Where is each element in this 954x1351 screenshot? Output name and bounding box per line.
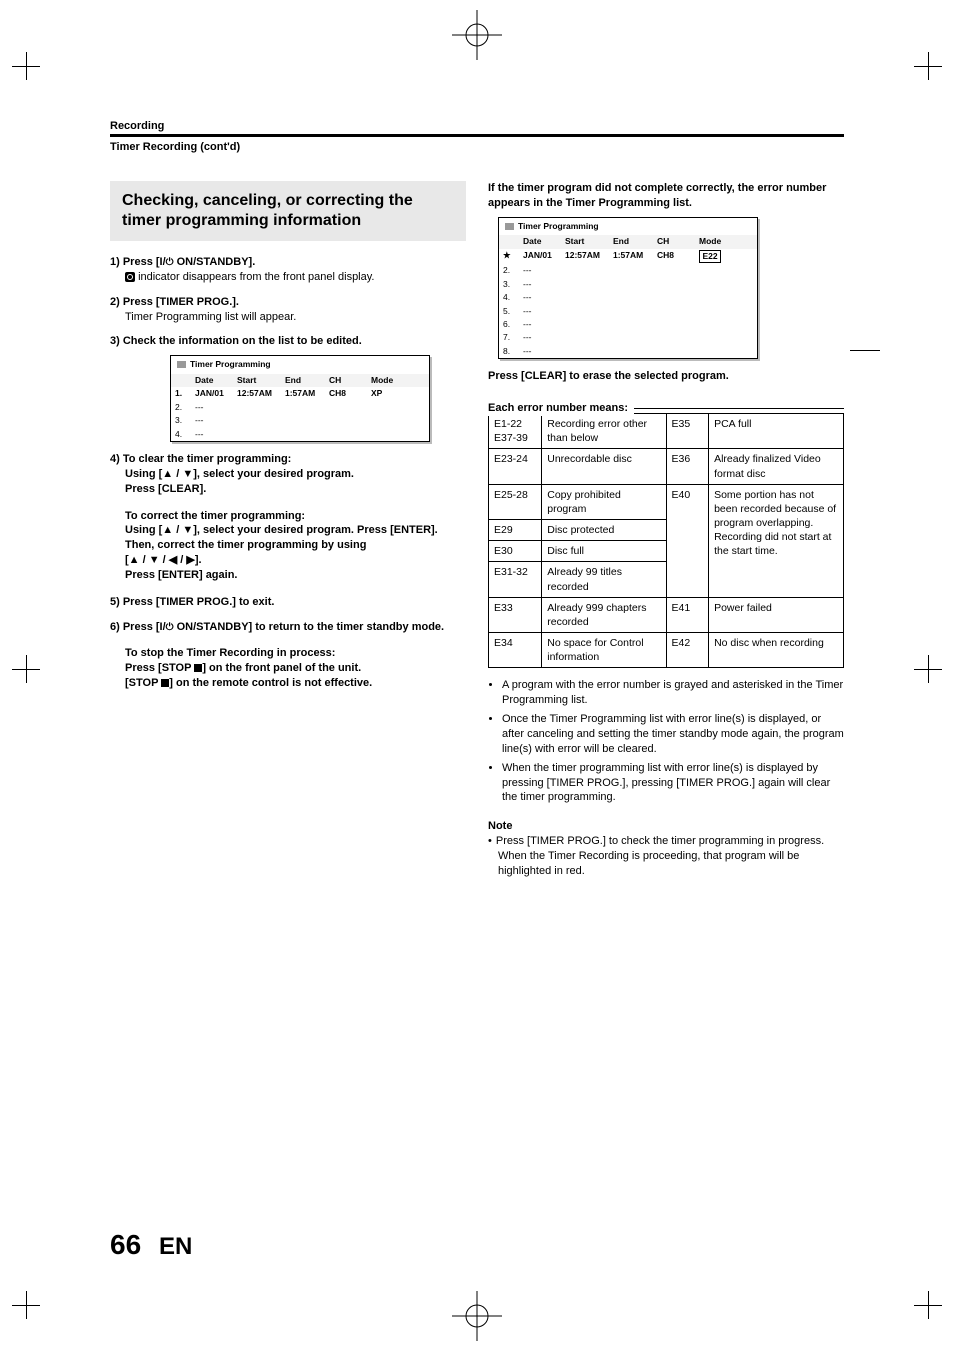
- step-6-head: 6) Press [I/ ON/STANDBY] to return to th…: [110, 620, 466, 635]
- table-row: 5.---: [499, 305, 757, 318]
- table-row: 3.---: [499, 278, 757, 291]
- table-row: E34No space for Control information E42N…: [489, 633, 844, 668]
- col-mode: Mode: [699, 236, 749, 247]
- table-row: 4.---: [171, 428, 429, 441]
- step-4-b2: Press [CLEAR].: [125, 482, 466, 497]
- error-table: E1-22E37-39 Recording error other than b…: [488, 413, 844, 668]
- table-row: 3.---: [171, 414, 429, 427]
- left-column: Checking, canceling, or correcting the t…: [110, 181, 466, 879]
- page-number: 66 EN: [110, 1229, 192, 1261]
- step-1-head: 1) Press [I/ ON/STANDBY].: [110, 255, 466, 270]
- step-3-head: 3) Check the information on the list to …: [110, 334, 466, 349]
- stop-b1: Press [STOP ] on the front panel of the …: [125, 661, 466, 676]
- crop-mark: [914, 1291, 942, 1319]
- step-2-body: Timer Programming list will appear.: [125, 310, 466, 325]
- crop-mark: [914, 52, 942, 80]
- table-row: 1.JAN/0112:57AM1:57AMCH8XP: [171, 387, 429, 400]
- error-fieldset: Each error number means: E1-22E37-39 Rec…: [488, 394, 844, 668]
- note-item: When the Timer Recording is proceeding, …: [498, 849, 844, 879]
- timer-table-a: Timer Programming Date Start End CH Mode…: [170, 355, 430, 442]
- power-icon: [166, 621, 174, 633]
- note-item: •Press [TIMER PROG.] to check the timer …: [488, 834, 844, 849]
- table-row: ★JAN/0112:57AM1:57AMCH8E22: [499, 249, 757, 264]
- step-4-b1: Using [▲ / ▼], select your desired progr…: [125, 467, 466, 482]
- table-row: 2.---: [499, 264, 757, 277]
- page-number-value: 66: [110, 1229, 141, 1260]
- list-icon: [177, 361, 186, 368]
- right-column: If the timer program did not complete co…: [488, 181, 844, 879]
- step-4-c3: [▲ / ▼ / ◀ / ▶].: [125, 553, 466, 568]
- list-item: When the timer programming list with err…: [502, 761, 844, 806]
- table-header-row: Date Start End CH Mode: [171, 374, 429, 387]
- table-row: E25-28Copy prohibited program E40 Some p…: [489, 484, 844, 519]
- col-start: Start: [565, 236, 611, 247]
- note-text: When the Timer Recording is proceeding, …: [498, 849, 844, 879]
- table-row: E1-22E37-39 Recording error other than b…: [489, 414, 844, 449]
- error-legend: Each error number means:: [488, 401, 634, 416]
- table-header-row: Date Start End CH Mode: [499, 235, 757, 248]
- step-4-c2: Then, correct the timer programming by u…: [125, 538, 466, 553]
- timer-table-title: Timer Programming: [190, 359, 271, 370]
- step-4-c4: Press [ENTER] again.: [125, 568, 466, 583]
- running-header: Recording: [110, 120, 844, 132]
- crop-mark: [12, 655, 40, 683]
- table-row: 8.---: [499, 345, 757, 358]
- divider: [110, 134, 844, 137]
- registration-mark-top: [452, 10, 502, 60]
- right-after-table: Press [CLEAR] to erase the selected prog…: [488, 369, 844, 384]
- col-ch: CH: [329, 375, 369, 386]
- col-ch: CH: [657, 236, 697, 247]
- list-item: Once the Timer Programming list with err…: [502, 712, 844, 757]
- crop-mark: [914, 655, 942, 683]
- step-4-c1: Using [▲ / ▼], select your desired progr…: [125, 523, 466, 538]
- table-row: E33Already 999 chapters recorded E41Powe…: [489, 597, 844, 632]
- indicator-icon: [125, 272, 135, 282]
- page-lang: EN: [159, 1233, 192, 1260]
- power-icon: [166, 256, 174, 268]
- stop-head: To stop the Timer Recording in process:: [125, 646, 466, 661]
- col-date: Date: [523, 236, 563, 247]
- stop-icon: [161, 679, 169, 687]
- col-date: Date: [195, 375, 235, 386]
- table-row: 4.---: [499, 291, 757, 304]
- table-row: E23-24Unrecordable disc E36Already final…: [489, 449, 844, 484]
- note-text: Press [TIMER PROG.] to check the timer p…: [496, 834, 824, 849]
- stop-b2: [STOP ] on the remote control is not eff…: [125, 676, 466, 691]
- sub-header: Timer Recording (cont'd): [110, 141, 844, 153]
- title-box: Checking, canceling, or correcting the t…: [110, 181, 466, 241]
- note-head: Note: [488, 819, 844, 834]
- step-1-body: indicator disappears from the front pane…: [125, 270, 466, 285]
- col-start: Start: [237, 375, 283, 386]
- timer-table-b: Timer Programming Date Start End CH Mode…: [498, 217, 758, 360]
- crop-mark: [12, 1291, 40, 1319]
- right-intro: If the timer program did not complete co…: [488, 181, 844, 211]
- step-4-correct-head: To correct the timer programming:: [125, 509, 466, 524]
- step-2-head: 2) Press [TIMER PROG.].: [110, 295, 466, 310]
- bullets-list: A program with the error number is graye…: [502, 678, 844, 805]
- list-icon: [505, 223, 514, 230]
- step-5-head: 5) Press [TIMER PROG.] to exit.: [110, 595, 466, 610]
- crop-mark: [12, 52, 40, 80]
- col-end: End: [613, 236, 655, 247]
- step-4-head: 4) To clear the timer programming:: [110, 452, 466, 467]
- list-item: A program with the error number is graye…: [502, 678, 844, 708]
- stop-icon: [194, 664, 202, 672]
- callout-line: [850, 350, 880, 351]
- registration-mark-bottom: [452, 1291, 502, 1341]
- table-row: 2.---: [171, 401, 429, 414]
- table-row: 7.---: [499, 331, 757, 344]
- col-mode: Mode: [371, 375, 421, 386]
- timer-table-title: Timer Programming: [518, 221, 599, 232]
- col-end: End: [285, 375, 327, 386]
- step-1-text: indicator disappears from the front pane…: [138, 271, 374, 283]
- table-row: 6.---: [499, 318, 757, 331]
